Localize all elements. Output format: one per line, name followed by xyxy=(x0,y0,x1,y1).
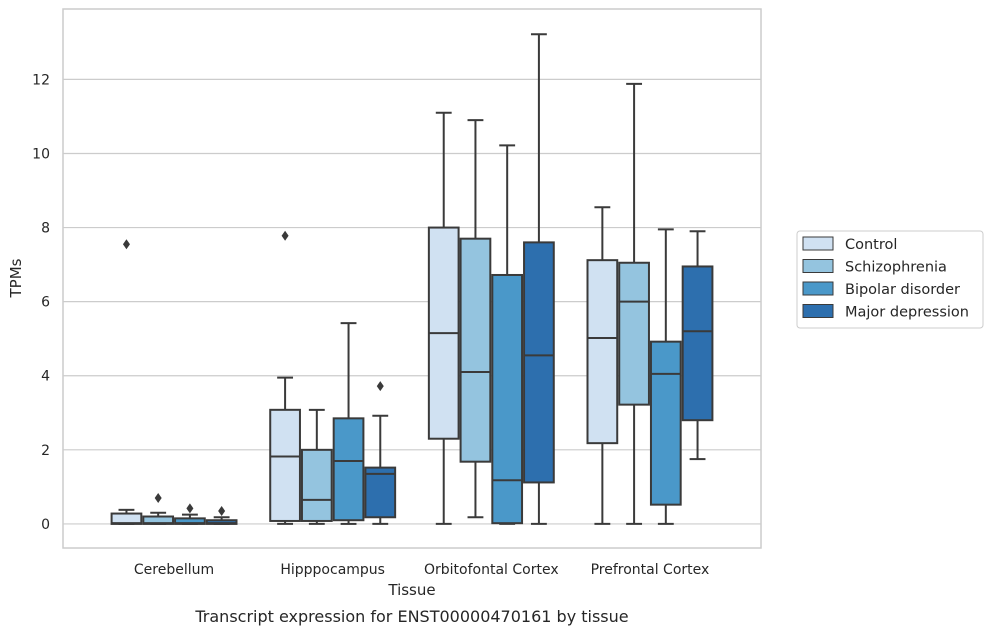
box-bipolar-disorder xyxy=(332,322,365,525)
box-iqr xyxy=(618,261,650,406)
box-schizophrenia xyxy=(459,119,492,519)
box-schizophrenia xyxy=(300,408,333,525)
outlier-point xyxy=(281,230,289,241)
legend: Control Schizophrenia Bipolar disorder Majo… xyxy=(796,230,984,329)
outlier-point xyxy=(376,381,384,392)
legend-label: Control xyxy=(845,237,897,253)
box-schizophrenia xyxy=(142,492,175,525)
box-iqr xyxy=(586,259,619,445)
box-bipolar-disorder xyxy=(491,144,524,525)
legend-label: Major depression xyxy=(845,305,969,321)
box-iqr xyxy=(364,466,397,519)
box-schizophrenia xyxy=(618,82,650,525)
box-control xyxy=(427,111,460,525)
x-tick-label: Hipppocampus xyxy=(280,562,385,578)
box-major-depression xyxy=(681,230,714,461)
y-tick-labels: 0 2 4 6 8 10 12 xyxy=(32,72,50,533)
outlier-point xyxy=(218,505,226,516)
figure-caption: Transcript expression for ENST0000047016… xyxy=(194,607,628,626)
legend-swatch xyxy=(802,259,834,273)
box-control xyxy=(269,230,301,525)
box-major-depression xyxy=(205,505,238,525)
plot-frame xyxy=(62,8,762,549)
legend-swatch xyxy=(802,281,834,296)
box-iqr xyxy=(269,408,301,522)
box-major-depression xyxy=(523,33,555,525)
box-iqr xyxy=(300,448,333,522)
box-iqr xyxy=(332,417,365,522)
box-control xyxy=(586,206,619,525)
legend-frame xyxy=(796,230,984,329)
x-tick-label: Orbitofontal Cortex xyxy=(424,562,559,578)
x-axis-label: Tissue xyxy=(387,581,435,599)
box-iqr xyxy=(681,265,714,422)
x-tick-label: Prefrontal Cortex xyxy=(591,562,710,578)
x-tick-label: Cerebellum xyxy=(134,562,214,578)
y-tick-label: 12 xyxy=(32,72,50,88)
outlier-point xyxy=(122,239,130,250)
legend-label: Schizophrenia xyxy=(845,260,947,276)
y-tick-label: 0 xyxy=(41,517,50,533)
y-tick-label: 4 xyxy=(41,369,50,385)
y-tick-label: 2 xyxy=(41,443,50,459)
box-layer xyxy=(110,33,714,525)
box-iqr xyxy=(459,237,492,463)
legend-swatch xyxy=(802,304,834,318)
box-iqr xyxy=(649,340,682,506)
y-tick-label: 6 xyxy=(41,295,50,311)
box-bipolar-disorder xyxy=(174,503,206,525)
y-tick-label: 10 xyxy=(32,146,50,162)
legend-label: Bipolar disorder xyxy=(845,282,960,298)
box-bipolar-disorder xyxy=(649,228,682,525)
x-tick-labels: Cerebellum Hipppocampus Orbitofontal Corte… xyxy=(134,562,709,578)
outlier-point xyxy=(154,492,162,503)
legend-swatch xyxy=(802,236,834,251)
box-major-depression xyxy=(364,381,397,525)
outlier-point xyxy=(186,503,194,514)
y-axis-label: TPMs xyxy=(7,258,25,298)
box-control xyxy=(110,239,143,525)
y-tick-label: 8 xyxy=(41,221,50,237)
box-iqr xyxy=(491,273,524,525)
box-iqr xyxy=(523,241,555,484)
